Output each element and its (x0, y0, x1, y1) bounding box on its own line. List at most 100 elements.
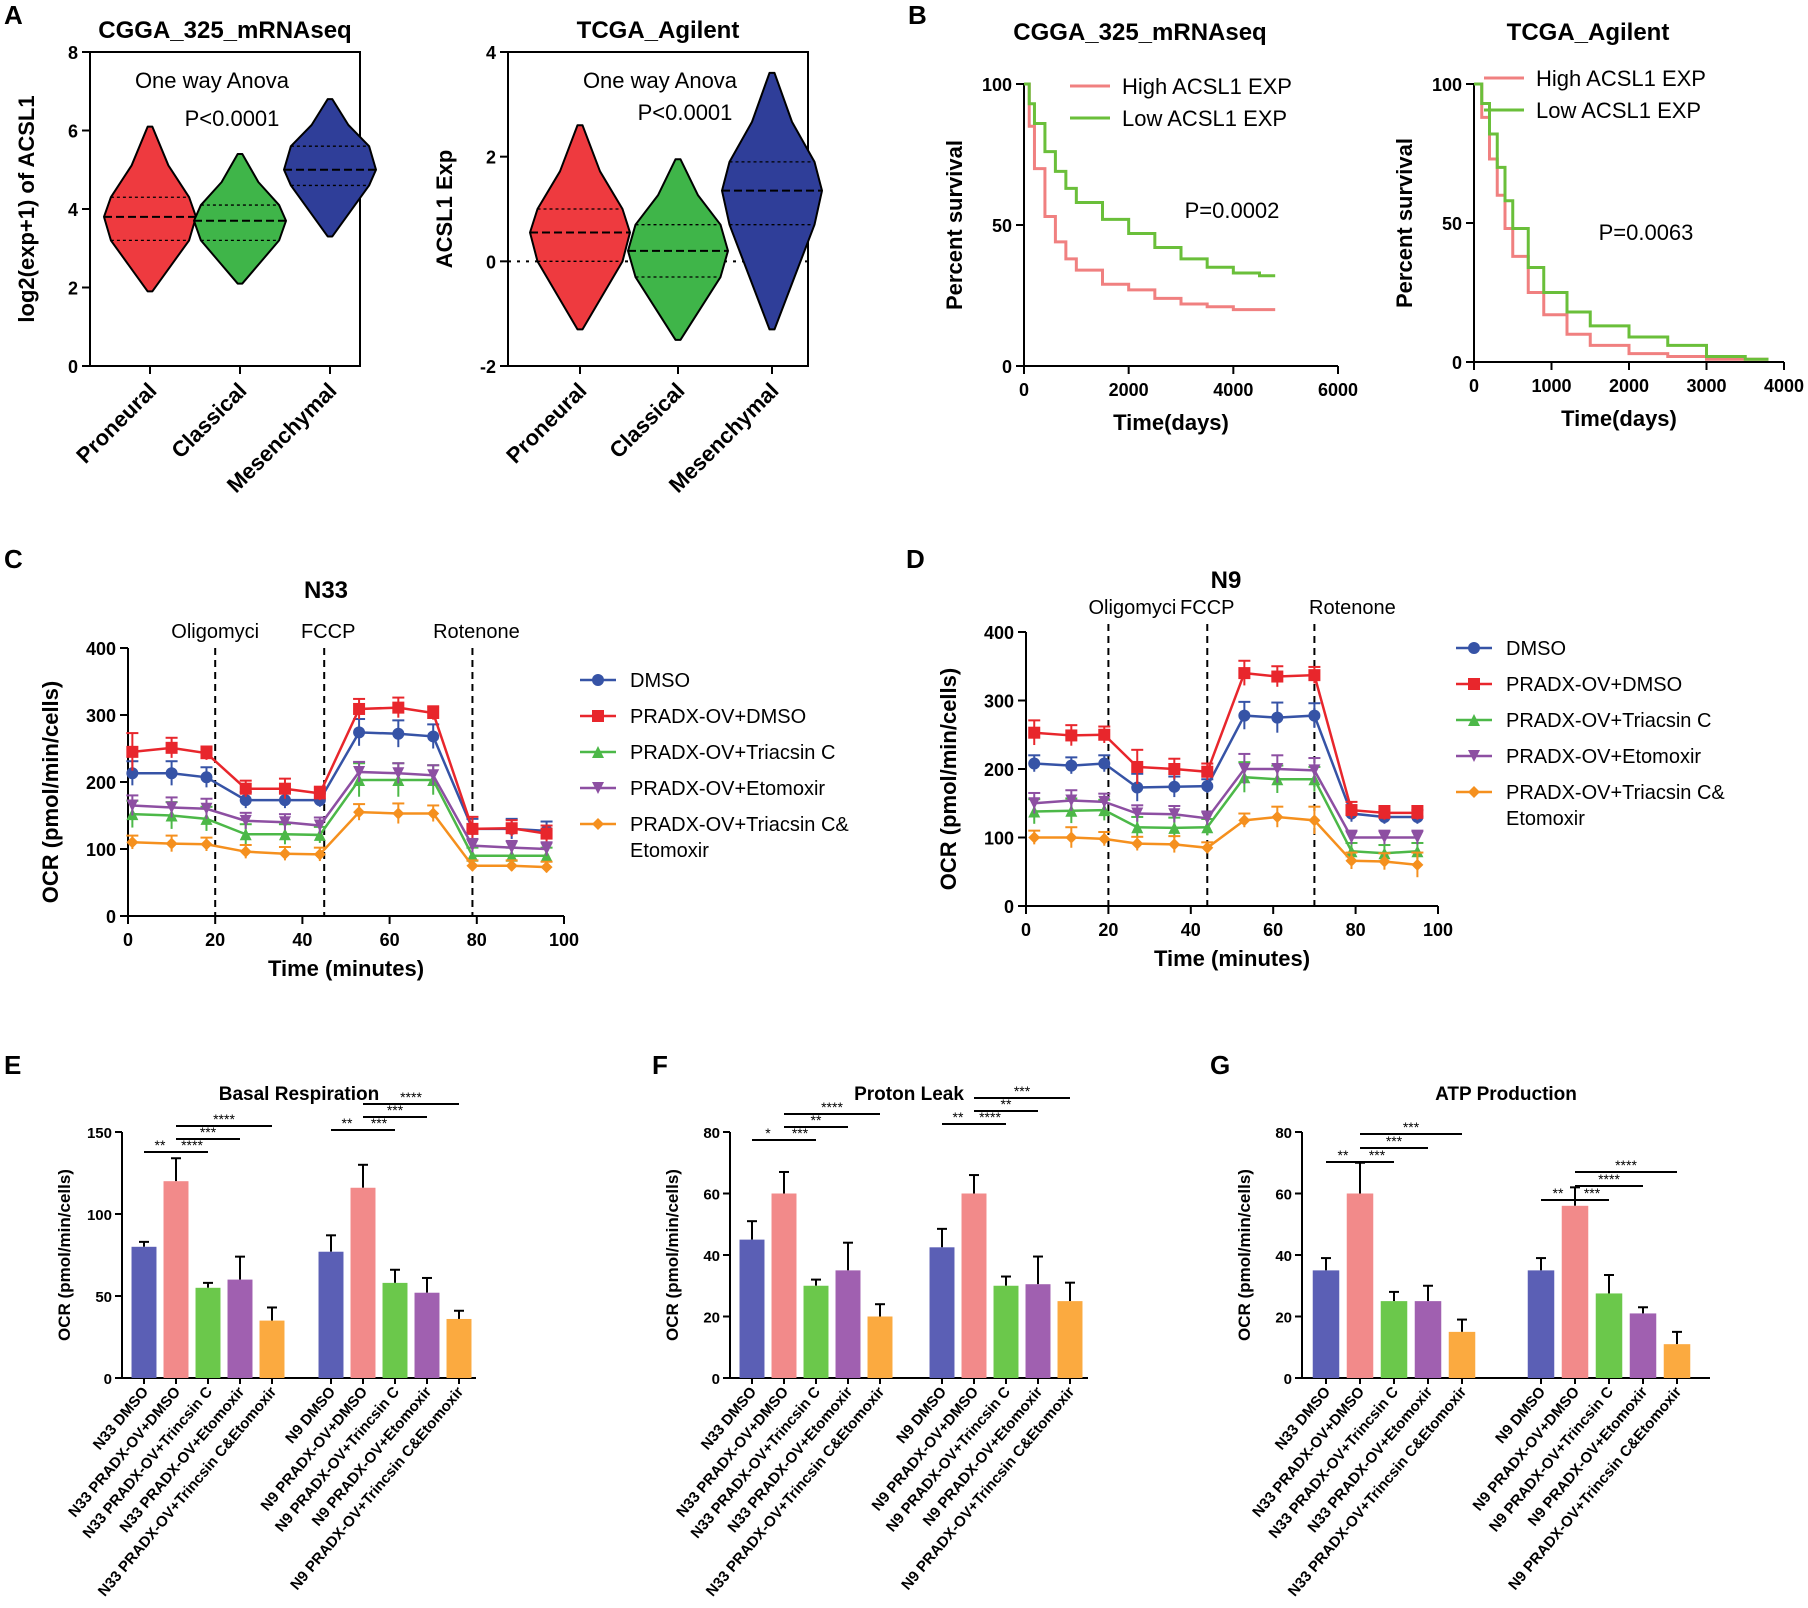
significance-label: **** (821, 1099, 843, 1115)
data-point (1131, 760, 1144, 773)
legend-label-1: PRADX-OV+DMSO (1506, 674, 1682, 696)
data-point (313, 848, 326, 861)
x-tick-label: 2000 (1609, 376, 1649, 396)
significance-label: *** (200, 1124, 217, 1140)
y-tick-label: 50 (1442, 214, 1462, 234)
bar-4 (259, 1320, 285, 1378)
data-point (239, 794, 252, 807)
data-point (392, 767, 405, 780)
data-point (200, 747, 213, 760)
y-tick-label: 100 (1432, 75, 1462, 95)
legend-marker-4 (592, 818, 604, 830)
data-point (1168, 808, 1181, 821)
y-tick-label: 60 (703, 1187, 720, 1204)
panel-label-f: F (652, 1050, 668, 1080)
x-tick-label: 40 (1181, 920, 1201, 940)
data-point (278, 847, 291, 860)
x-tick-label: 20 (205, 930, 225, 950)
bar-3 (835, 1270, 861, 1378)
bar-8 (414, 1292, 440, 1378)
data-point (353, 765, 366, 778)
y-tick-label: 4 (486, 43, 496, 63)
data-point (466, 839, 479, 852)
p-value-label: P<0.0001 (638, 100, 733, 125)
significance-label: *** (1584, 1185, 1601, 1201)
survival-curve-1 (1474, 82, 1769, 361)
data-point (1411, 858, 1424, 871)
legend-marker-3 (1468, 750, 1480, 762)
x-tick-label: 40 (292, 930, 312, 950)
x-tick-label: 1000 (1531, 376, 1571, 396)
anova-label: One way Anova (583, 68, 738, 93)
violin-chart-tcga: TCGA_Agilent -2 0 2 4 ACSL1 Exp One way Anova P… (432, 17, 823, 498)
data-point (1345, 831, 1358, 844)
series-line-3 (132, 770, 547, 851)
data-point (313, 828, 326, 841)
data-point (353, 702, 366, 715)
data-point (239, 814, 252, 827)
data-point (427, 730, 440, 743)
p-value-label: P<0.0001 (185, 106, 280, 131)
significance-label: **** (181, 1137, 203, 1153)
survival-curve-0 (1024, 82, 1276, 312)
legend-marker-0 (1468, 642, 1480, 654)
ocr-chart-n33: N33 0 100 200 300 400 0 20 40 60 80 100 Time (minute… (38, 577, 849, 981)
anova-label: One way Anova (135, 68, 290, 93)
bar-8 (1629, 1313, 1657, 1378)
legend-label-2: PRADX-OV+Triacsin C (1506, 710, 1711, 732)
bar-5 (318, 1251, 344, 1378)
data-point (200, 838, 213, 851)
chart-title: N33 (304, 577, 348, 604)
data-point (126, 767, 139, 780)
category-label-2: N33 PRADX-OV+Trincsin C (688, 1384, 825, 1542)
y-tick-label: 0 (104, 1371, 112, 1388)
significance-label: **** (213, 1111, 235, 1127)
p-value-label: P=0.0002 (1185, 198, 1280, 223)
category-label-7: N9 PRADX-OV+Trincsin C (883, 1384, 1014, 1536)
bar-0 (131, 1246, 157, 1378)
y-tick-label: 150 (87, 1125, 112, 1142)
x-tick-label: 0 (1469, 376, 1479, 396)
survival-curve-1 (1024, 82, 1276, 278)
data-point (1345, 845, 1358, 858)
category-label-7: N9 PRADX-OV+Trincsin C (272, 1384, 403, 1536)
x-tick-label: 0 (1021, 920, 1031, 940)
significance-label: ** (811, 1112, 822, 1128)
legend-label-3: PRADX-OV+Etomoxir (630, 778, 825, 800)
data-point (313, 819, 326, 832)
bar-1 (163, 1181, 189, 1378)
data-point (1238, 814, 1251, 827)
significance-label: ** (1338, 1147, 1349, 1163)
data-point (1028, 831, 1041, 844)
y-tick-label: 0 (106, 907, 116, 927)
category-label-0: Proneural (501, 378, 591, 468)
panel-label-a: A (4, 0, 23, 30)
y-tick-label: 0 (1284, 1371, 1292, 1388)
legend-label-1: PRADX-OV+DMSO (630, 706, 806, 728)
significance-label: ** (1001, 1096, 1012, 1112)
data-point (1028, 726, 1041, 739)
x-tick-label: 2000 (1109, 380, 1149, 400)
data-point (505, 849, 518, 862)
ocr-chart-n9: N9 0 100 200 300 400 0 20 40 60 80 100 Time (minutes… (936, 567, 1725, 971)
significance-label: ** (1553, 1185, 1564, 1201)
y-tick-label: 400 (984, 623, 1014, 643)
chart-title: TCGA_Agilent (1507, 19, 1670, 46)
data-point (165, 741, 178, 754)
injection-label-0: Oligomyci (1089, 597, 1177, 619)
legend-marker-1 (592, 710, 604, 722)
bar-9 (1057, 1301, 1083, 1378)
bar-6 (961, 1193, 987, 1378)
bar-1 (771, 1193, 797, 1378)
data-point (1065, 831, 1078, 844)
bar-chart-atp-production: ATP Production 0 20 40 60 80 OCR (pmol/min/cel… (1235, 1084, 1710, 1600)
data-point (239, 828, 252, 841)
chart-title: Proton Leak (854, 1084, 964, 1105)
bar-3 (227, 1279, 253, 1378)
y-tick-label: 8 (68, 43, 78, 63)
data-point (353, 726, 366, 739)
y-axis-label: Percent survival (942, 140, 967, 310)
legend-label-2: PRADX-OV+Triacsin C (630, 742, 835, 764)
data-point (1378, 855, 1391, 868)
